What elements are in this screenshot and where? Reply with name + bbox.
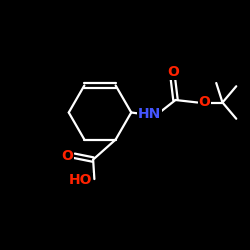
Text: O: O — [167, 66, 179, 80]
Text: HO: HO — [69, 173, 92, 187]
Text: HN: HN — [138, 107, 161, 121]
Text: O: O — [198, 96, 210, 110]
Text: O: O — [61, 149, 73, 163]
